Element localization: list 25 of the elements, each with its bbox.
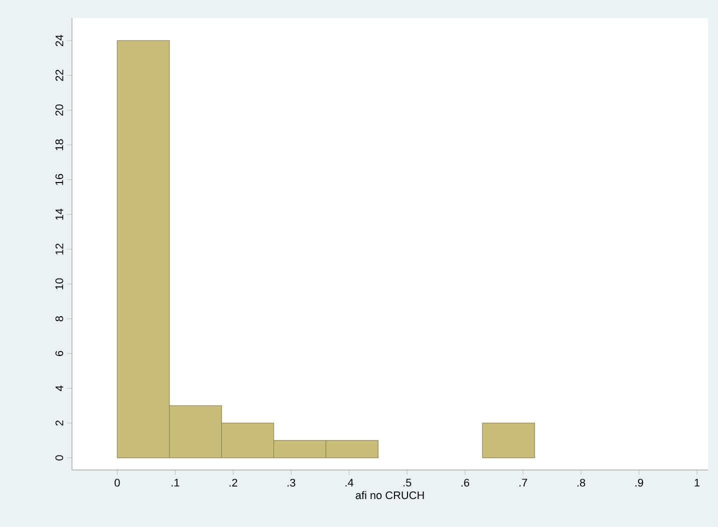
y-tick-label: 12 bbox=[56, 244, 64, 254]
y-tick-label: 8 bbox=[55, 316, 64, 322]
y-tick-label: 6 bbox=[55, 350, 64, 356]
x-tick-label: .7 bbox=[519, 478, 528, 486]
y-tick-label: 20 bbox=[55, 104, 64, 116]
x-tick-label: .1 bbox=[172, 478, 180, 486]
y-tick-label: 4 bbox=[56, 386, 64, 392]
x-axis-title: afi no CRUCH bbox=[356, 491, 424, 500]
y-tick-label: 18 bbox=[55, 139, 64, 150]
y-tick-label: 24 bbox=[56, 34, 64, 46]
y-tick-label: 16 bbox=[55, 174, 64, 185]
x-tick-label: 1 bbox=[694, 478, 700, 486]
x-tick-label: .8 bbox=[577, 478, 586, 487]
x-tick-label: .9 bbox=[635, 478, 644, 487]
x-tick-label: .5 bbox=[404, 478, 412, 486]
y-tick-label: 0 bbox=[55, 455, 64, 460]
y-tick-label: 22 bbox=[56, 70, 64, 81]
y-tick-label: 10 bbox=[55, 278, 64, 290]
y-tick-label: 2 bbox=[56, 420, 64, 426]
x-tick-label: .6 bbox=[462, 478, 470, 487]
y-tick-label: 14 bbox=[56, 208, 64, 220]
x-tick-label: .2 bbox=[230, 478, 238, 486]
x-tick-label: .4 bbox=[346, 478, 354, 486]
x-tick-label: 0 bbox=[114, 478, 120, 487]
x-tick-label: .3 bbox=[288, 478, 296, 487]
